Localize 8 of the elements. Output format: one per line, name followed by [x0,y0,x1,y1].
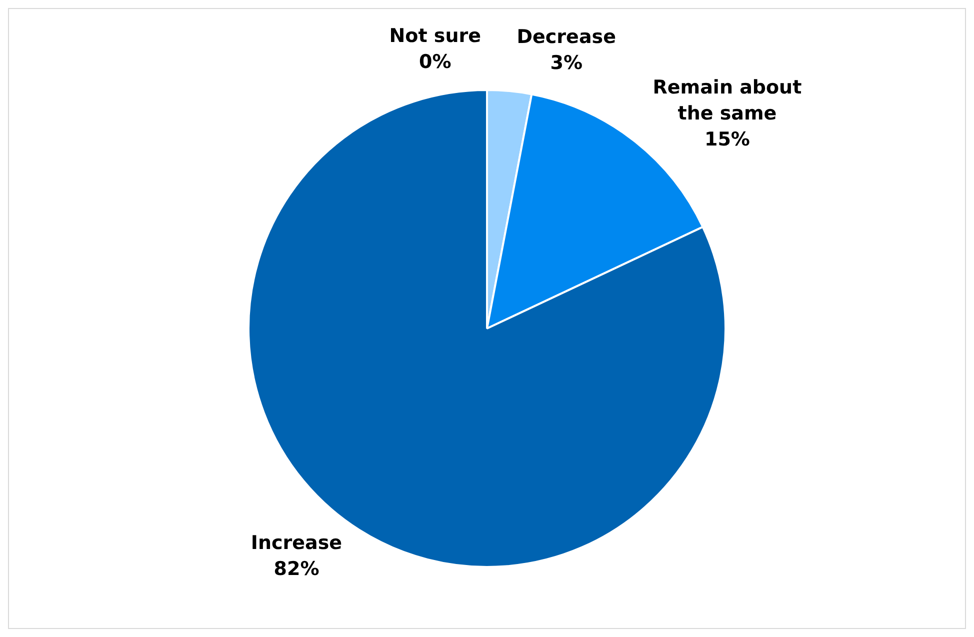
data-label: 15% [704,128,750,151]
data-label: 82% [274,558,320,580]
slice-label: Increase [250,532,342,554]
text: 0% [418,50,452,73]
data-label: 3% [550,52,582,74]
category-label: Not sure [389,24,482,47]
slice-label: Remain about the same [652,76,802,125]
slice-label: Decrease [516,26,616,48]
